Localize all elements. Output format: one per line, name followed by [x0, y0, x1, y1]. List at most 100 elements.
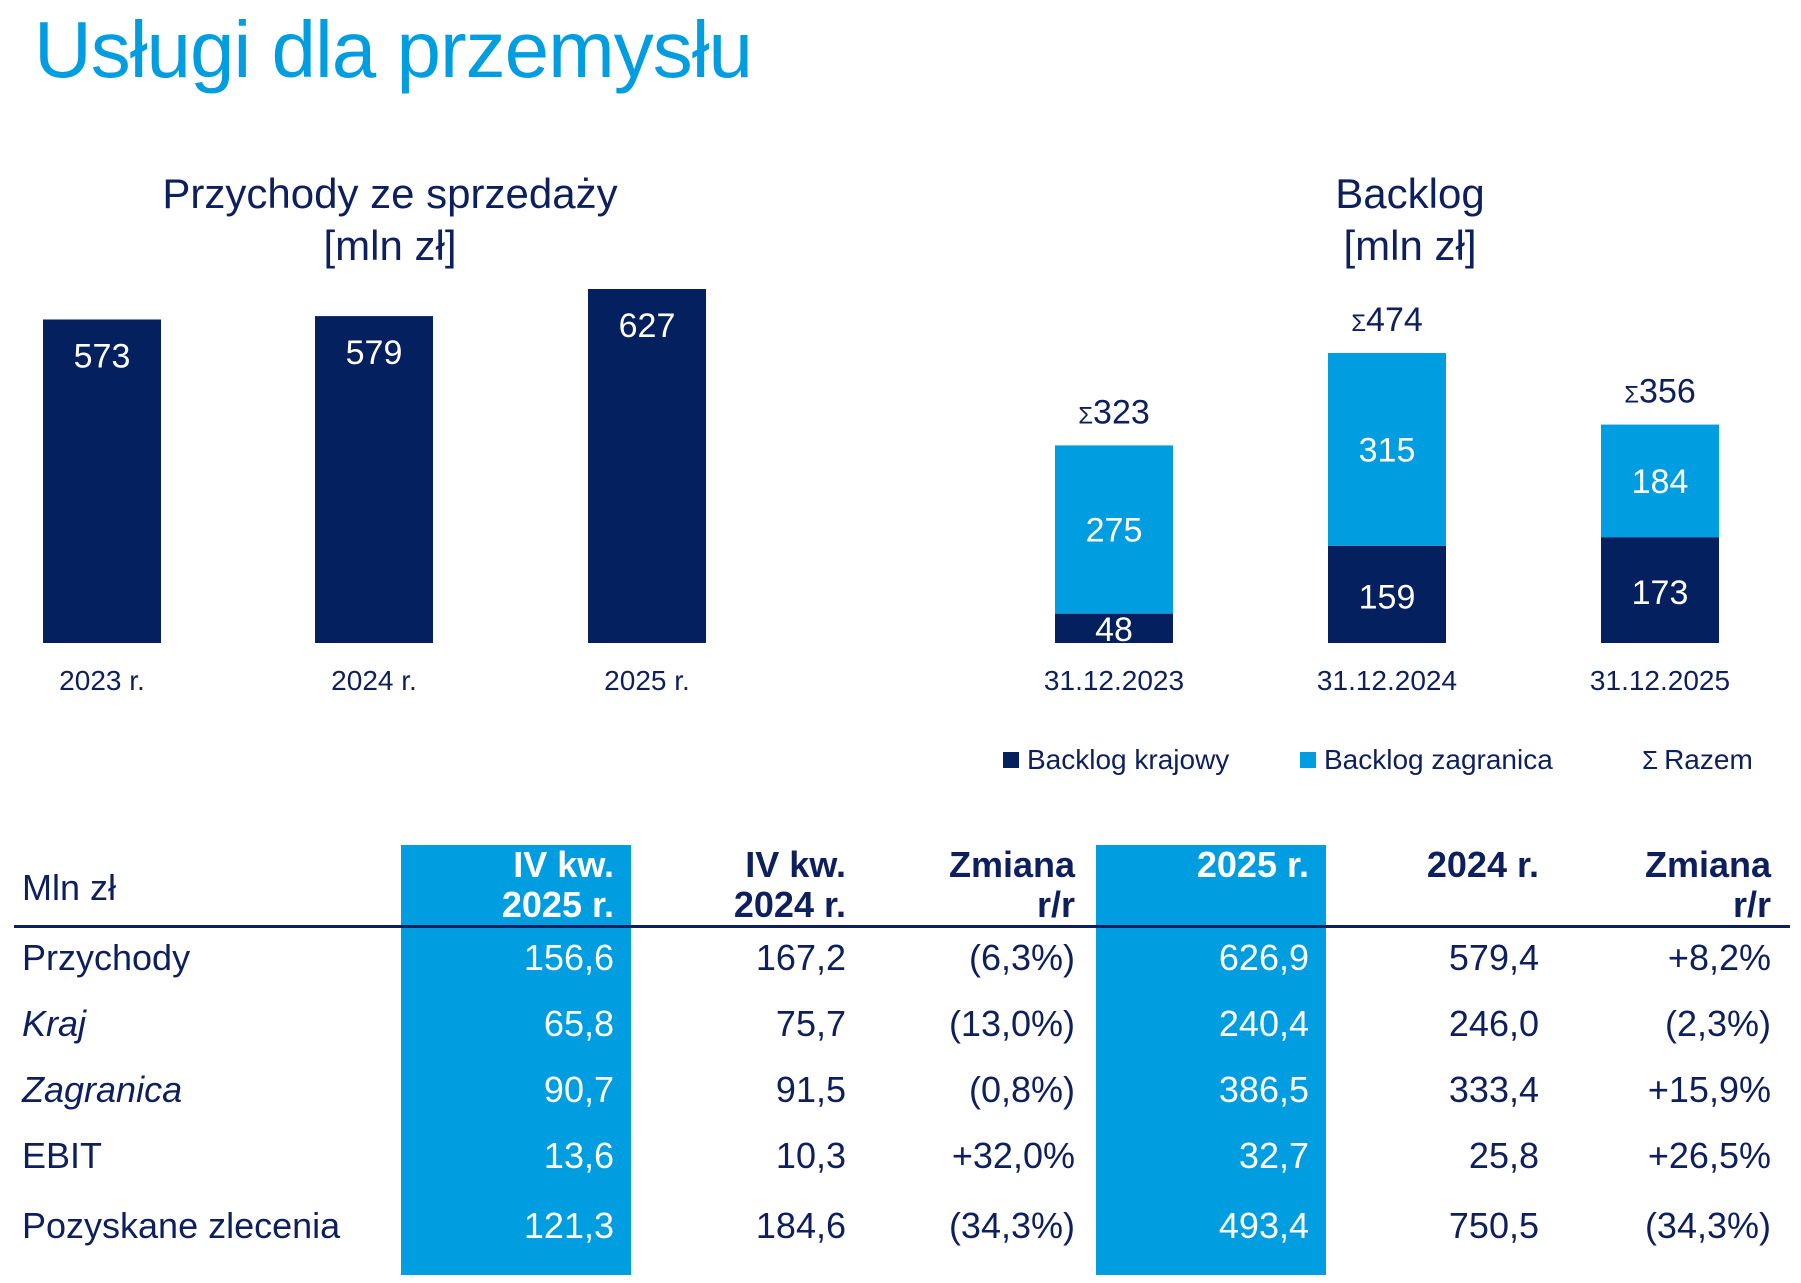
table-cell: 75,7 [775, 1003, 846, 1044]
revenue-bar-label: 573 [74, 337, 131, 375]
table-cell: 65,8 [543, 1003, 614, 1044]
backlog-total-label: Σ323 [1078, 393, 1150, 431]
revenue-category-label: 2024 r. [331, 665, 417, 696]
table-cell: (0,8%) [968, 1069, 1075, 1110]
table-cell: 25,8 [1468, 1135, 1539, 1176]
row-label-zagranica: Zagranica [22, 1069, 183, 1110]
backlog-bar-krajowy-31.12.2023 [1055, 613, 1173, 643]
backlog-krajowy-label: 173 [1632, 574, 1689, 612]
header-change-year: Zmiana r/r [1645, 845, 1771, 925]
backlog-category-label: 31.12.2023 [1044, 665, 1184, 696]
table-cell: 246,0 [1448, 1003, 1539, 1044]
table-cell: (34,3%) [948, 1205, 1075, 1246]
backlog-bar-zagranica-31.12.2024 [1328, 353, 1446, 546]
header-2024: 2024 r. [1427, 845, 1539, 885]
table-cell: 32,7 [1238, 1135, 1309, 1176]
table-cell: (13,0%) [948, 1003, 1075, 1044]
legend-swatch-zagranica [1300, 752, 1316, 768]
header-change-year-line2: r/r [1732, 884, 1771, 925]
backlog-chart-title-text: Backlog [1335, 170, 1485, 217]
sigma-icon: Σ [1351, 310, 1366, 337]
table-cell: (2,3%) [1664, 1003, 1771, 1044]
table-cell: 167,2 [755, 937, 846, 978]
revenue-chart-unit: [mln zł] [323, 222, 457, 269]
header-q4-2025-line2: 2025 r. [501, 884, 614, 925]
revenue-category-label: 2025 r. [604, 665, 690, 696]
table-cell: +32,0% [951, 1135, 1075, 1176]
row-label-pozyskane-zlecenia: Pozyskane zlecenia [22, 1205, 341, 1246]
revenue-bar-2023 r. [43, 319, 161, 643]
header-divider [14, 925, 1790, 928]
header-q4-2024: IV kw. 2024 r. [734, 845, 846, 925]
highlight-column-2025 [1096, 845, 1326, 1275]
backlog-bar-zagranica-31.12.2025 [1601, 424, 1719, 538]
backlog-zagranica-label: 275 [1086, 512, 1143, 550]
table-cell: 626,9 [1218, 937, 1309, 978]
legend-item-razem: Σ Razem [1642, 744, 1753, 776]
header-q4-2025: IV kw. 2025 r. [502, 845, 614, 925]
table-cell: 13,6 [543, 1135, 614, 1176]
revenue-bar-2025 r. [588, 289, 706, 643]
table-cell: +15,9% [1647, 1069, 1771, 1110]
row-label-ebit: EBIT [22, 1135, 103, 1176]
table-cell: 184,6 [755, 1205, 846, 1246]
revenue-category-label: 2023 r. [59, 665, 145, 696]
table-cell: 240,4 [1218, 1003, 1309, 1044]
backlog-total-value: 474 [1366, 301, 1423, 339]
legend-label-razem: Razem [1664, 744, 1753, 775]
charts-canvas: 573 2023 r. 579 2024 r. 627 2025 r. 48 275 Σ323 3… [43, 289, 1730, 696]
header-change-q4-line1: Zmiana [948, 844, 1075, 885]
table-cell: 91,5 [775, 1069, 846, 1110]
row-label-kraj: Kraj [22, 1003, 87, 1044]
table-cell: +26,5% [1647, 1135, 1771, 1176]
legend-item-zagranica: Backlog zagranica [1300, 744, 1553, 776]
table-cell: 333,4 [1448, 1069, 1539, 1110]
header-q4-2024-line2: 2024 r. [733, 884, 846, 925]
backlog-bar-zagranica-31.12.2023 [1055, 445, 1173, 614]
backlog-bar-krajowy-31.12.2024 [1328, 545, 1446, 643]
backlog-total-label: Σ474 [1351, 301, 1423, 339]
header-q4-2024-line1: IV kw. [745, 844, 846, 885]
sigma-icon: Σ [1642, 744, 1659, 775]
header-change-q4-line2: r/r [1036, 884, 1075, 925]
backlog-krajowy-label: 159 [1359, 578, 1416, 616]
table-cell: 750,5 [1448, 1205, 1539, 1246]
table-cell: (6,3%) [968, 937, 1075, 978]
sigma-icon: Σ [1624, 382, 1639, 409]
revenue-chart-title-text: Przychody ze sprzedaży [162, 170, 618, 217]
header-change-year-line1: Zmiana [1644, 844, 1771, 885]
backlog-category-label: 31.12.2024 [1317, 665, 1457, 696]
table-cell: 579,4 [1448, 937, 1539, 978]
table-cell: 90,7 [543, 1069, 614, 1110]
table-cell: (34,3%) [1644, 1205, 1771, 1246]
revenue-bar-2024 r. [315, 316, 433, 643]
table-cell: +8,2% [1667, 937, 1771, 978]
header-2024-line2: 2024 r. [1426, 844, 1539, 885]
header-2025-line2: 2025 r. [1196, 844, 1309, 885]
legend-item-krajowy: Backlog krajowy [1003, 744, 1229, 776]
legend-swatch-krajowy [1003, 752, 1019, 768]
table-cell: 386,5 [1218, 1069, 1309, 1110]
backlog-total-value: 356 [1639, 373, 1696, 411]
backlog-bar-krajowy-31.12.2025 [1601, 537, 1719, 643]
table-cell: 10,3 [775, 1135, 846, 1176]
table-cell: 121,3 [523, 1205, 614, 1246]
backlog-krajowy-label: 48 [1095, 611, 1133, 649]
legend-label-zagranica: Backlog zagranica [1324, 744, 1553, 775]
header-2025: 2025 r. [1197, 845, 1309, 885]
revenue-chart-title: Przychody ze sprzedaży [mln zł] [60, 168, 720, 272]
backlog-zagranica-label: 315 [1359, 431, 1416, 469]
backlog-chart-unit: [mln zł] [1343, 222, 1477, 269]
legend-label-krajowy: Backlog krajowy [1027, 744, 1230, 775]
backlog-chart-title: Backlog [mln zł] [1180, 168, 1640, 272]
table-corner-label: Mln zł [22, 867, 117, 908]
revenue-bar-label: 579 [346, 334, 403, 372]
table-cell: 156,6 [523, 937, 614, 978]
row-label-przychody: Przychody [22, 937, 191, 978]
backlog-category-label: 31.12.2025 [1590, 665, 1730, 696]
sigma-icon: Σ [1078, 402, 1093, 429]
highlight-column-q4-2025 [401, 845, 631, 1275]
table-cell: 493,4 [1218, 1205, 1309, 1246]
header-change-q4: Zmiana r/r [949, 845, 1075, 925]
revenue-bar-label: 627 [619, 307, 676, 345]
